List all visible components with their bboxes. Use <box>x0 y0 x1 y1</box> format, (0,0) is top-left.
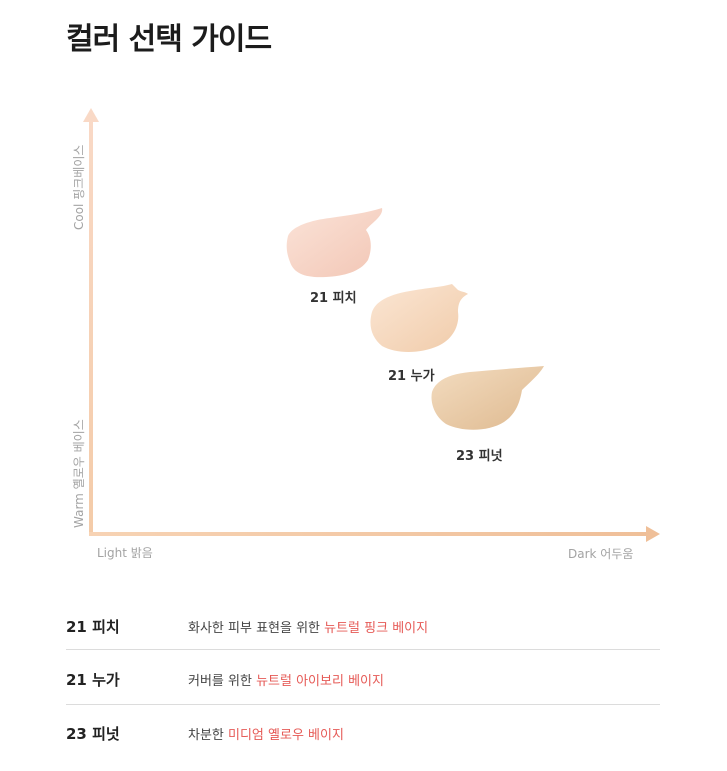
description-highlight: 뉴트럴 아이보리 베이지 <box>256 673 384 689</box>
swatch-label-23-peanut: 23 피넛 <box>456 449 503 464</box>
description-highlight: 뉴트럴 핑크 베이지 <box>324 620 429 636</box>
y-axis-bottom-label: Warm 옐로우 베이스 <box>72 419 86 528</box>
shade-description: 차분한 미디엄 옐로우 베이지 <box>188 724 344 743</box>
y-axis-top-label: Cool 핑크베이스 <box>72 144 86 230</box>
description-text: 화사한 피부 표현을 위한 <box>188 620 325 636</box>
x-axis-arrow-icon <box>646 526 660 542</box>
x-axis-left-label: Light 밝음 <box>97 546 153 560</box>
x-axis <box>89 526 660 542</box>
y-axis-arrow-icon <box>83 108 99 122</box>
swatch-21-peach <box>286 208 383 278</box>
swatch-label-21-peach: 21 피치 <box>310 291 357 306</box>
swatch-23-peanut <box>431 366 544 430</box>
list-item: 21 누가 커버를 위한 뉴트럴 아이보리 베이지 <box>66 653 660 705</box>
list-item: 23 피넛 차분한 미디엄 옐로우 베이지 <box>66 707 660 759</box>
description-highlight: 미디엄 옐로우 베이지 <box>228 727 344 743</box>
list-item: 21 피치 화사한 피부 표현을 위한 뉴트럴 핑크 베이지 <box>66 600 660 652</box>
x-axis-right-label: Dark 어두움 <box>568 547 634 561</box>
shade-name: 23 피넛 <box>66 724 120 743</box>
divider <box>66 704 660 705</box>
shade-name: 21 피치 <box>66 617 120 636</box>
shade-name: 21 누가 <box>66 670 120 689</box>
swatch-label-21-nougat: 21 누가 <box>388 369 435 384</box>
divider <box>66 649 660 650</box>
shade-description: 화사한 피부 표현을 위한 뉴트럴 핑크 베이지 <box>188 617 428 636</box>
color-guide-chart <box>83 108 660 542</box>
shade-description: 커버를 위한 뉴트럴 아이보리 베이지 <box>188 670 384 689</box>
page-title: 컬러 선택 가이드 <box>66 22 272 57</box>
description-text: 커버를 위한 <box>188 673 257 689</box>
description-text: 차분한 <box>188 727 229 743</box>
swatch-21-nougat <box>370 284 468 352</box>
y-axis <box>83 108 99 536</box>
